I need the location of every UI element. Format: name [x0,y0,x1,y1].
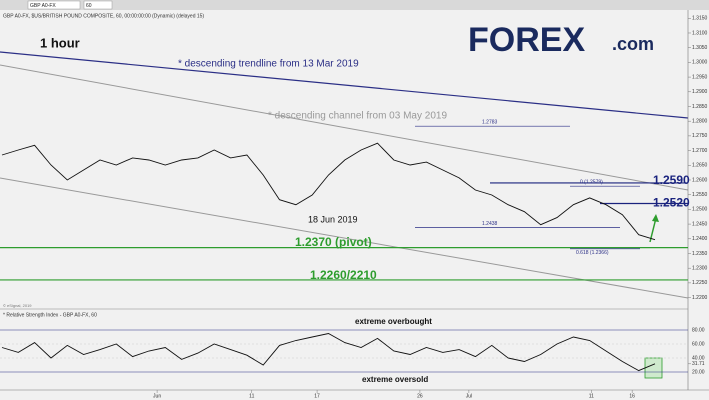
symbol-box[interactable] [27,0,81,10]
trendline [0,51,689,119]
level-label: 1.2438 [482,221,498,227]
x-tick-label: Jul [466,393,472,399]
annotation: * descending channel from 03 May 2019 [268,111,447,122]
y-tick-label: 1.2950 [692,74,708,80]
channel-lower [0,177,689,299]
y-tick-label: 1.2500 [692,207,708,213]
level-label: 1.2370 (pivot) [295,235,372,249]
y-tick-label: 1.2400 [692,236,708,242]
x-tick-label: 17 [314,393,320,399]
highlight-box [644,357,663,379]
x-tick-label: 16 [629,393,635,399]
level-label: 1.2590 [653,173,690,187]
y-tick-label: 1.2650 [692,163,708,169]
credit: © eSignal, 2019 [3,303,32,308]
y-tick-label: 60.00 [692,341,705,347]
y-tick-label: 1.2300 [692,266,708,272]
y-tick-label: 1.2900 [692,89,708,95]
y-tick-label: 1.3150 [692,16,708,22]
y-tick-label: 1.2800 [692,119,708,125]
rsi-title: * Relative Strength Index - GBP A0-FX, 6… [3,312,97,318]
y-tick-label: 1.3000 [692,60,708,66]
level-label: 0.618 (1.2366) [576,250,609,256]
line-series [1,142,656,241]
level-label: 1.2260/2210 [310,268,377,282]
timeframe: 1 hour [40,35,80,50]
arrow [649,217,657,243]
interval-box[interactable] [83,0,113,10]
y-tick-label: 80.00 [692,327,705,333]
toolbar [0,0,709,10]
x-tick-label: Jun [153,393,161,399]
logo-suffix: .com [612,34,654,54]
y-tick-label: 1.2550 [692,192,708,198]
y-tick-label: 1.2450 [692,221,708,227]
x-tick-label: 11 [249,393,254,399]
annotation: * descending trendline from 13 Mar 2019 [178,59,359,70]
line-series [1,333,656,372]
channel-upper [0,64,689,191]
y-tick-label: 1.2350 [692,251,708,257]
y-tick-label: 31.71 [692,361,705,367]
y-tick-label: 1.2750 [692,133,708,139]
y-tick-label: 1.2600 [692,177,708,183]
y-tick-label: 1.2200 [692,295,708,301]
interval[interactable]: 60 [86,3,92,9]
y-tick-label: 40.00 [692,355,705,361]
annotation: extreme overbought [355,317,432,326]
y-tick-label: 1.3050 [692,45,708,51]
symbol[interactable]: GBP A0-FX [30,3,56,9]
y-tick-label: 1.3100 [692,30,708,36]
y-tick-label: 1.2850 [692,104,708,110]
chart-title: GBP A0-FX, $US/BRITISH POUND COMPOSITE, … [3,13,204,19]
x-tick-label: 11 [589,393,594,399]
arrow-head [652,214,659,222]
y-tick-label: 20.00 [692,369,705,375]
annotation: extreme oversold [362,375,428,384]
logo-brand: FOREX [468,21,585,59]
y-tick-label: 1.2250 [692,280,708,286]
annotation: 18 Jun 2019 [308,214,358,224]
level-label: 1.2783 [482,120,498,126]
level-label: 1.2520 [653,196,690,210]
y-tick-label: 1.2700 [692,148,708,154]
x-tick-label: 26 [417,393,423,399]
